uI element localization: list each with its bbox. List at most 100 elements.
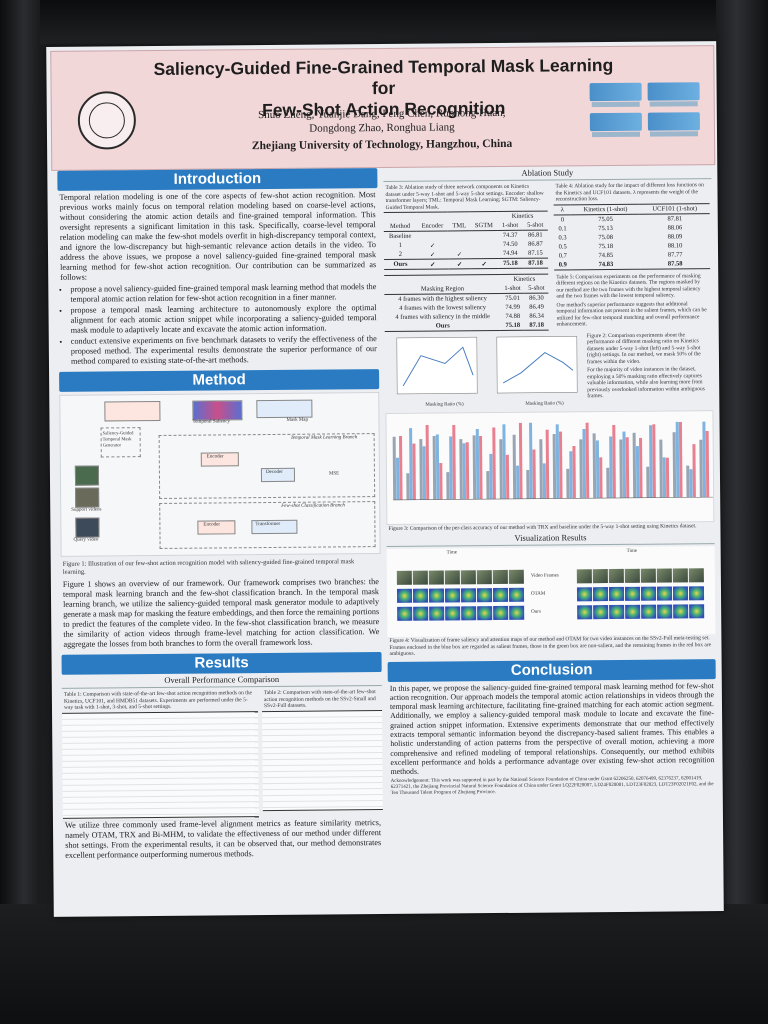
table-2-body [262, 709, 383, 811]
frame-tile [508, 587, 525, 602]
svg-text:Masking Ratio (%): Masking Ratio (%) [425, 402, 464, 407]
frame-tile [688, 586, 705, 601]
temporal-mask-branch [158, 433, 376, 499]
frame-tile [608, 586, 625, 602]
class-bar [412, 443, 416, 500]
frame-tile [624, 568, 640, 583]
frame-tile [577, 605, 593, 620]
x-axis [393, 496, 714, 500]
class-bar [406, 472, 410, 500]
ablation-middle: Kinetics Masking Region 1-shot 5-shot 4 fr… [384, 272, 712, 332]
class-bar [446, 471, 450, 499]
frame-tile [493, 605, 509, 621]
frame-tile [673, 604, 689, 619]
class-bar [479, 435, 483, 499]
table-4: Table 4: Ablation study for the impact o… [553, 181, 711, 270]
frame-tile [445, 606, 461, 621]
method-heading: Method [59, 369, 380, 392]
class-bar [625, 436, 630, 498]
class-bar [432, 435, 437, 500]
university-seal-icon [77, 91, 137, 150]
class-bar [392, 436, 397, 500]
class-bar [542, 462, 547, 499]
class-bar [422, 445, 427, 500]
introduction-heading: Introduction [57, 168, 378, 191]
figure-2-notes: Figure 2: Comparison experiments about t… [586, 331, 705, 400]
masking-ratio-chart-1shot: Masking Ratio (%) [396, 336, 478, 407]
frame-tile [397, 606, 413, 621]
frame-tile [656, 586, 673, 601]
frame-tile [476, 588, 493, 603]
class-bar [425, 424, 430, 500]
frame-tile [624, 586, 641, 601]
per-class-bars [392, 421, 714, 500]
input-snippets [104, 400, 161, 422]
class-bar [505, 454, 510, 499]
support-video-thumb [75, 487, 100, 508]
class-bar [555, 423, 560, 499]
results-paragraph: We utilize three commonly used frame-lev… [64, 817, 382, 860]
class-bar [609, 435, 613, 498]
mask-map [256, 399, 313, 419]
introduction-paragraph: Temporal relation modeling is one of the… [59, 190, 377, 282]
frame-tile [412, 570, 428, 585]
table-1: Table 1: Comparison with state-of-the-ar… [62, 689, 259, 822]
frame-tile [688, 568, 704, 583]
results-heading: Results [61, 652, 382, 675]
class-bar [595, 439, 600, 498]
class-bar [502, 423, 507, 499]
affiliation: Zhejiang University of Technology, Hangz… [251, 137, 513, 153]
frame-tile [641, 604, 657, 619]
frame-tile [428, 570, 444, 585]
class-bar [699, 439, 703, 497]
class-bar [689, 468, 693, 497]
figure-2: Masking Ratio (%) Masking Ratio (%) Figu… [385, 331, 714, 410]
saliency-curve [192, 400, 243, 421]
frame-tile [672, 568, 688, 583]
class-bar [639, 437, 643, 498]
class-bar [646, 466, 650, 498]
ablation-top: Table 3: Ablation study of three network… [383, 181, 712, 271]
class-bar [606, 467, 610, 498]
table-3-grid: Kinetics Method Encoder TML SGTM 1-shot … [383, 211, 549, 270]
poster-header: Saliency-Guided Fine-Grained Temporal Ma… [50, 45, 716, 171]
frame-tile [461, 606, 477, 621]
class-bar [592, 432, 597, 498]
query-video-thumb [75, 517, 100, 538]
class-bar [678, 421, 683, 497]
frame-tile [396, 570, 412, 585]
frame-tile [657, 604, 673, 619]
class-bar [532, 448, 536, 499]
ablation-subheading: Ablation Study [383, 165, 712, 183]
contribution-item: propose a temporal mask learning archite… [70, 303, 376, 336]
class-bar [672, 431, 677, 497]
method-paragraph: Figure 1 shows an overview of our framew… [62, 577, 380, 649]
table-1-body [62, 710, 259, 822]
class-bar [409, 427, 413, 500]
frame-tile [429, 606, 445, 621]
class-bar [612, 424, 616, 498]
left-column: Introduction Temporal relation modeling … [57, 168, 383, 913]
masking-ratio-chart-5shot: Masking Ratio (%) [496, 335, 578, 406]
research-poster: Saliency-Guided Fine-Grained Temporal Ma… [46, 41, 724, 917]
conference-logo-icon [647, 82, 700, 101]
frame-tile [576, 587, 593, 602]
author-list: Shuo Zheng, Yuanjie Dang, Peng Chen, Ruo… [258, 106, 506, 135]
class-bar [659, 439, 663, 498]
class-bar [552, 433, 557, 499]
class-bar [619, 438, 623, 498]
class-bar [652, 423, 656, 498]
figure-4-caption: Figure 4: Visualization of frame salienc… [389, 635, 712, 657]
contribution-item: propose a novel saliency-guided fine-gra… [70, 282, 376, 305]
class-bar [439, 462, 443, 500]
class-bar [582, 428, 587, 498]
class-bar [539, 438, 543, 499]
class-bar [396, 457, 400, 500]
table-4-grid: λ Kinetics (1-shot) UCF101 (1-shot) 0 75.05… [553, 203, 711, 270]
class-bar [489, 453, 493, 499]
conclusion-paragraph: In this paper, we propose the saliency-g… [389, 680, 715, 777]
wall-top [0, 0, 768, 44]
class-bar [459, 438, 463, 499]
acknowledgment: Acknowledgement: This work was supported… [390, 776, 714, 797]
class-bar [566, 468, 570, 498]
